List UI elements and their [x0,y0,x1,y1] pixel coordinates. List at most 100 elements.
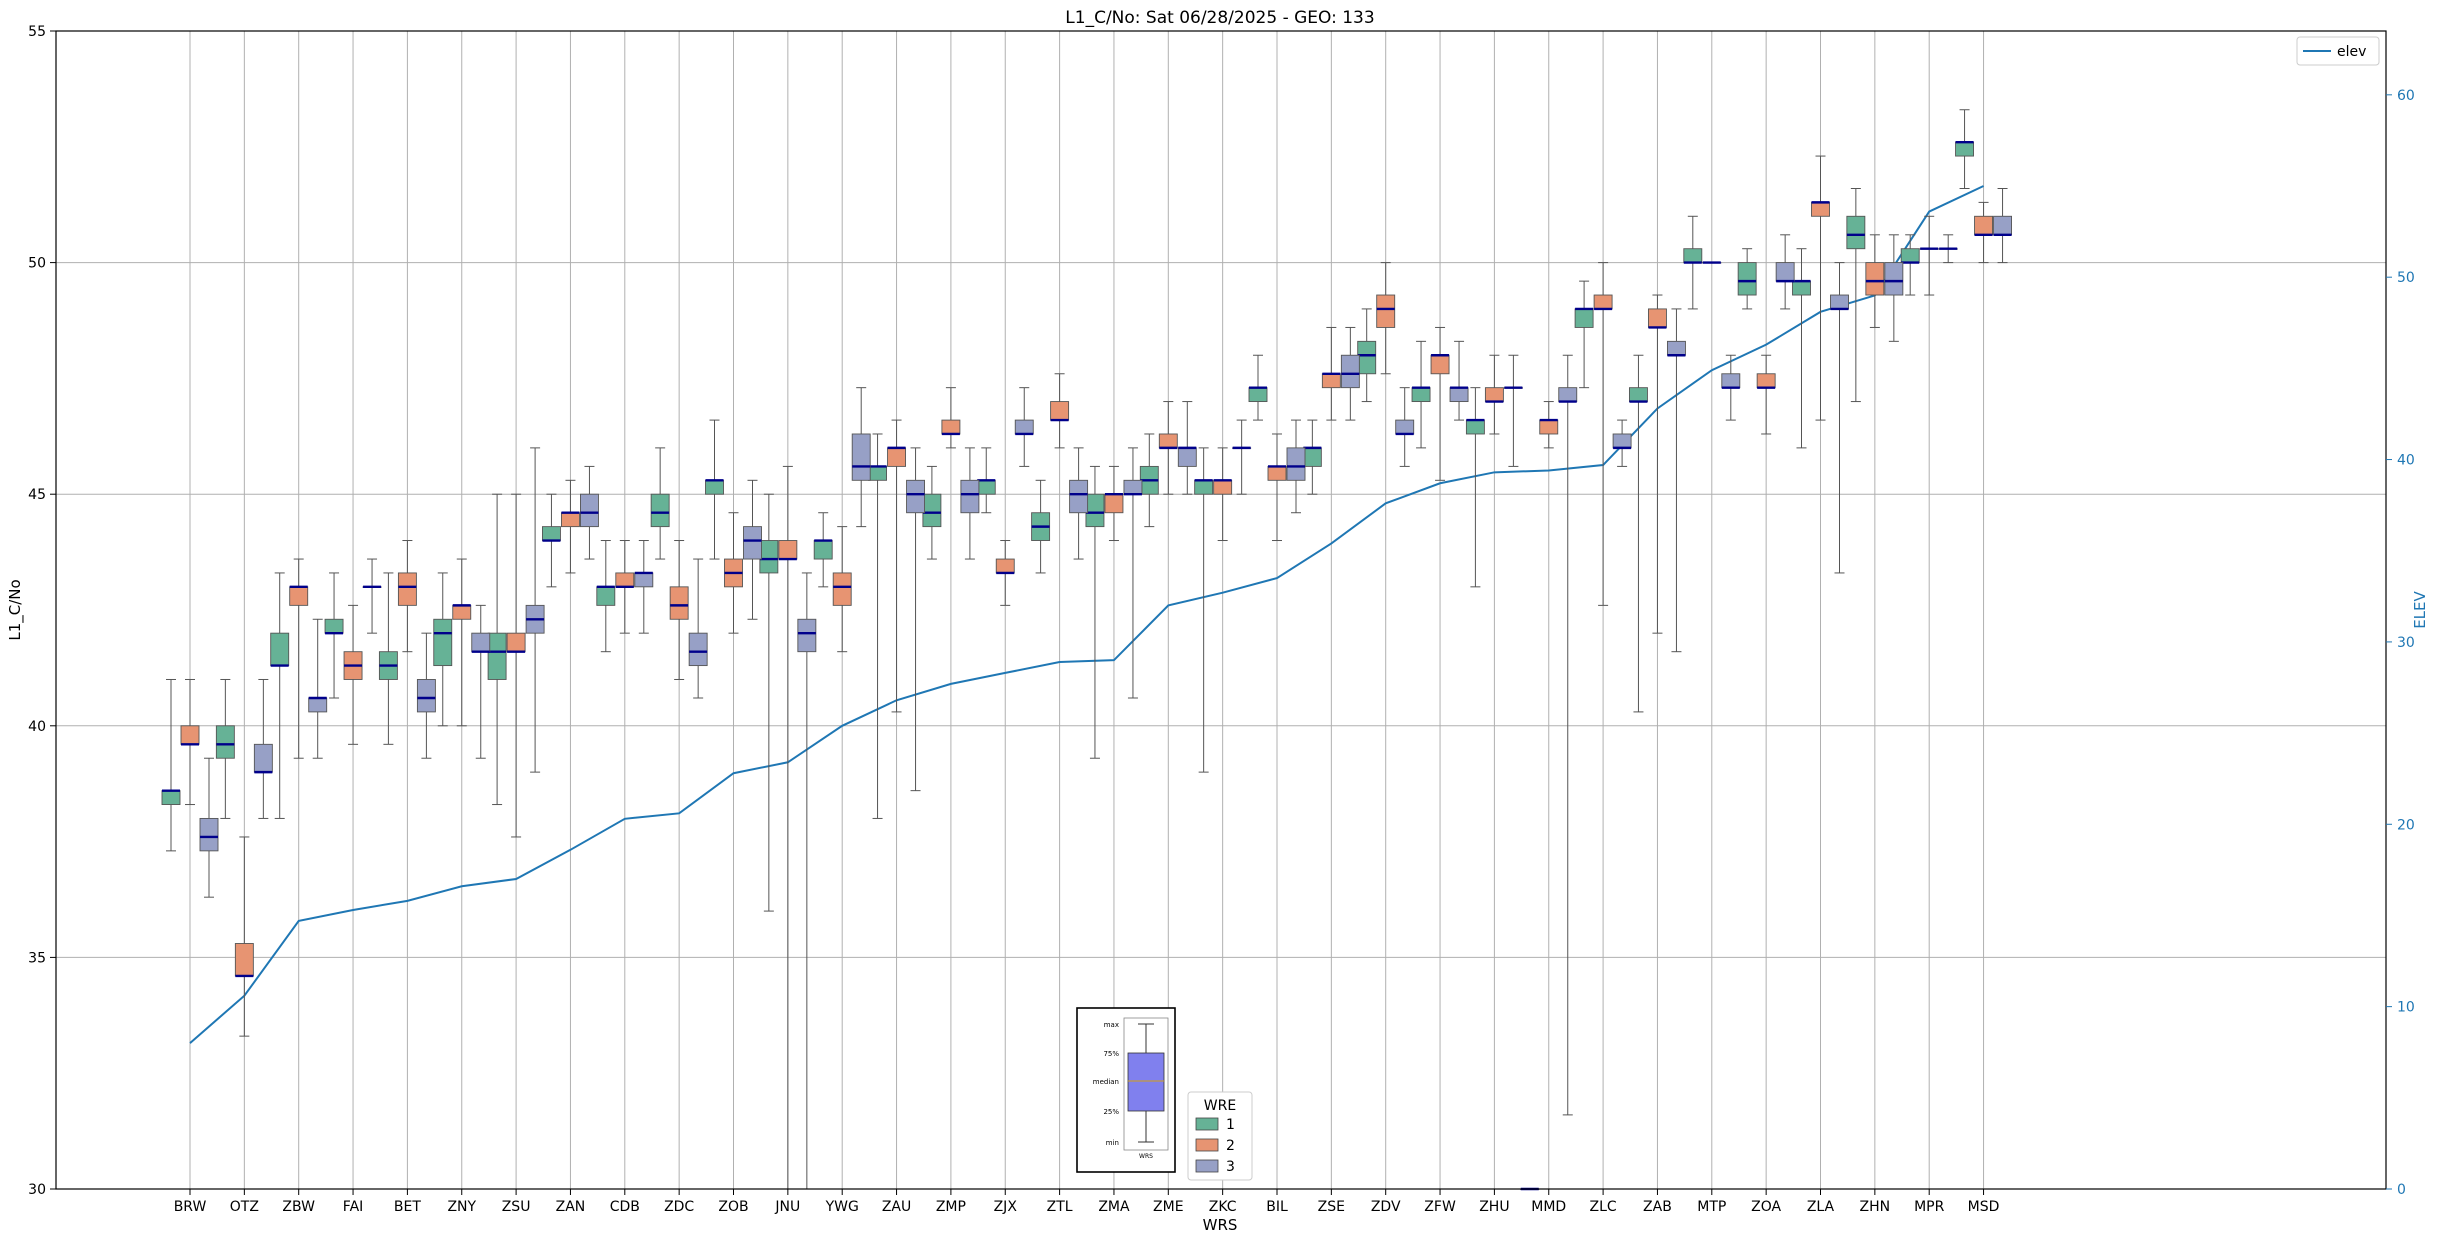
box-iqr [868,465,887,481]
y-tick-label: 30 [28,1182,46,1198]
box-iqr [1574,308,1594,328]
x-tick-label: ZDC [664,1199,694,1215]
box-wre3-zdv [1395,387,1415,467]
box-wre1-zhu [1465,387,1485,588]
box-iqr [1050,401,1070,421]
box-wre3-zhu [1503,354,1523,467]
box-wre1-zla [1792,248,1811,449]
y-tick-label: 55 [28,24,46,40]
box-wre3-zsu [525,447,545,773]
box-iqr [1830,294,1849,310]
box-iqr [1069,479,1089,514]
box-iqr [1612,433,1632,449]
box-iqr [1449,387,1469,403]
box-iqr [561,512,580,528]
x-tick-label: MTP [1697,1199,1726,1215]
box-wre2-ztl [1050,373,1070,449]
box-wre2-zdv [1376,262,1396,375]
wre-legend-title: WRE [1204,1098,1236,1114]
box-wre3-bet [416,632,436,759]
box-wre2-mtp [1702,261,1722,264]
box-wre3-zob [743,479,762,620]
box-wre2-zhn [1865,234,1885,328]
box-iqr [1775,262,1795,282]
box-wre3-otz [253,678,273,819]
box-wre2-zan [561,479,580,574]
box-iqr [542,526,561,541]
box-iqr [1647,308,1667,328]
box-iqr [1666,340,1686,356]
box-wre3-bil [1286,419,1306,514]
box-wre1-bet [378,572,398,745]
x-tick-label: ZAB [1643,1199,1672,1215]
box-wre2-zdc [669,540,689,680]
box-iqr [1628,387,1648,403]
box-wre3-mtp [1721,354,1741,421]
x-axis-label: WRS [1203,1216,1238,1234]
x-tick-label: ZHN [1860,1199,1891,1215]
y-tick-label: 45 [28,487,46,503]
y2-tick-label: 10 [2397,1000,2415,1016]
box-iqr [1756,373,1776,389]
x-tick-label: ZHU [1479,1199,1509,1215]
box-wre1-bil [1248,354,1268,421]
box-wre2-zoa [1756,354,1776,435]
box-key-inner-frame [1123,1017,1169,1151]
wre-legend-label-1: 1 [1226,1117,1235,1133]
box-iqr [1593,294,1613,310]
wre-legend-box [1187,1091,1253,1181]
box-wre1-zhn [1846,187,1866,403]
box-iqr [1104,493,1124,514]
box-wre2-zla [1811,155,1830,421]
box-wre1-mtp [1683,215,1703,310]
box-iqr [253,743,273,773]
y2-tick-label: 0 [2397,1182,2406,1198]
box-wre1-zob [705,419,724,560]
box-wre1-zbw [270,572,290,819]
box-wre3-zny [471,604,491,759]
box-iqr [813,540,833,560]
box-iqr [1248,387,1268,403]
box-iqr [1900,248,1920,264]
box-wre3-zfw [1449,340,1469,421]
axis-layer: 30 35 40 45 50 55 0 10 20 30 40 50 60 BRW OTZ ZBW FAI BET… [28,24,2415,1215]
box-wre2-ywg [832,526,852,653]
box-iqr [1792,280,1811,296]
box-iqr [1085,493,1105,528]
x-tick-label: BET [394,1199,421,1215]
wre-legend-label-2: 2 [1226,1138,1235,1154]
box-iqr [906,479,925,514]
box-iqr [650,493,670,528]
box-iqr [922,493,942,528]
box-wre3-ywg [851,387,871,528]
box-wre2-mpr [1919,215,1939,296]
box-wre3-zjx [1014,387,1034,467]
box-iqr [688,632,708,667]
box-iqr [1376,294,1396,328]
box-wre3-zme [1177,401,1197,495]
x-tick-label: YWG [825,1199,859,1215]
box-iqr [487,632,507,680]
box-wre2-zfw [1430,326,1450,481]
plot-area-frame [55,30,2387,1190]
box-wre2-zab [1647,294,1667,634]
box-iqr [1846,215,1866,250]
box-wre1-msd [1955,109,1975,189]
x-tick-label: ZBW [282,1199,315,1215]
box-iqr [1721,373,1741,389]
box-iqr [580,493,599,528]
box-wre3-fai [362,558,382,634]
wre-legend-swatch-3 [1195,1159,1219,1173]
y-tick-label: 40 [28,719,46,735]
box-wre2-zob [724,512,743,634]
box-iqr [1286,447,1306,481]
box-iqr [1302,447,1322,467]
box-iqr [995,558,1015,574]
box-iqr [1177,447,1197,467]
elev-legend: elev [2296,36,2380,66]
box-iqr [1484,387,1504,403]
box-wre2-zkc [1213,447,1233,542]
box-iqr [1194,479,1214,495]
box-wre2-zhu [1484,354,1504,435]
